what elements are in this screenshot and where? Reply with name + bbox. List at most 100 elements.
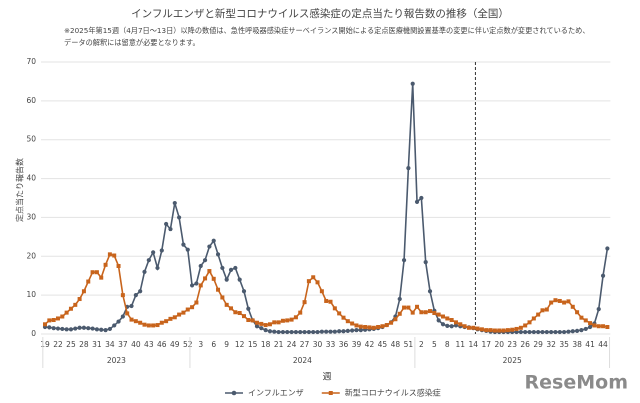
marker — [276, 329, 281, 335]
marker — [306, 279, 311, 284]
x-tick-label: 51 — [404, 340, 414, 349]
marker — [237, 277, 242, 282]
marker — [159, 320, 164, 325]
marker — [324, 329, 329, 334]
marker — [198, 263, 203, 269]
marker — [112, 323, 117, 328]
marker — [523, 329, 528, 335]
marker — [164, 319, 169, 324]
marker — [120, 314, 125, 319]
marker — [99, 327, 104, 332]
x-tick-label: 33 — [326, 340, 336, 349]
x-tick-label: 2 — [419, 340, 424, 349]
marker — [324, 298, 329, 303]
marker — [341, 329, 346, 334]
marker — [566, 299, 571, 304]
marker — [68, 306, 73, 311]
marker — [445, 323, 450, 328]
marker — [86, 326, 91, 331]
marker — [129, 303, 134, 309]
marker — [596, 324, 601, 329]
marker — [588, 321, 593, 326]
marker — [501, 328, 506, 333]
marker — [458, 322, 463, 327]
x-tick-label: 22 — [53, 340, 63, 349]
marker — [518, 329, 523, 335]
marker — [272, 329, 277, 334]
marker — [453, 323, 459, 328]
x-tick-label: 29 — [533, 340, 543, 349]
marker — [358, 328, 363, 333]
marker — [371, 325, 376, 330]
marker — [116, 319, 121, 324]
marker — [86, 279, 91, 284]
legend-marker — [328, 391, 333, 395]
marker — [428, 309, 433, 314]
marker — [449, 324, 454, 329]
marker — [203, 276, 208, 281]
marker — [484, 328, 489, 333]
marker — [47, 325, 52, 330]
x-tick-label: 32 — [546, 340, 556, 349]
marker — [302, 300, 307, 305]
marker — [497, 328, 502, 333]
watermark: ReseMom — [525, 372, 628, 394]
marker — [233, 265, 238, 271]
marker — [142, 269, 147, 274]
marker — [73, 326, 78, 331]
marker — [337, 329, 342, 334]
marker — [376, 325, 381, 330]
marker — [202, 258, 208, 263]
x-tick-label: 27 — [300, 340, 310, 349]
marker — [216, 287, 221, 292]
marker — [138, 289, 143, 294]
x-tick-label: 35 — [559, 340, 569, 349]
marker — [419, 310, 424, 315]
marker — [207, 244, 212, 249]
x-tick-label: 19 — [40, 340, 50, 349]
marker — [246, 306, 251, 311]
marker — [224, 277, 229, 282]
marker — [306, 329, 311, 335]
marker — [64, 327, 69, 332]
marker — [103, 262, 108, 267]
marker — [94, 327, 100, 332]
marker — [55, 326, 61, 331]
marker — [410, 81, 415, 86]
y-tick-label: 70 — [26, 57, 36, 66]
marker — [293, 329, 299, 335]
marker — [267, 329, 273, 334]
marker — [250, 318, 255, 323]
marker — [423, 310, 428, 315]
marker — [492, 328, 497, 333]
marker — [259, 321, 264, 326]
x-tick-label: 39 — [352, 340, 362, 349]
marker — [168, 316, 173, 321]
marker — [367, 325, 372, 330]
marker — [211, 276, 216, 281]
marker — [185, 307, 190, 312]
x-tick-label: 24 — [287, 340, 297, 349]
marker — [566, 329, 571, 334]
note: データの解釈には留意が必要となります。 — [64, 38, 200, 47]
marker — [272, 320, 277, 325]
marker — [190, 305, 195, 310]
marker — [397, 296, 402, 302]
marker — [133, 293, 138, 298]
marker — [280, 318, 285, 323]
marker — [350, 321, 355, 326]
marker — [583, 326, 588, 332]
marker — [601, 324, 606, 329]
x-tick-label: 42 — [365, 340, 375, 349]
marker — [168, 226, 173, 232]
marker — [146, 258, 151, 263]
marker — [328, 329, 333, 334]
marker — [181, 310, 186, 315]
x-tick-label: 30 — [313, 340, 323, 349]
marker — [402, 305, 407, 310]
marker — [315, 280, 320, 285]
marker — [55, 316, 60, 321]
x-tick-label: 18 — [261, 340, 271, 349]
marker — [81, 289, 86, 294]
marker — [592, 323, 597, 328]
